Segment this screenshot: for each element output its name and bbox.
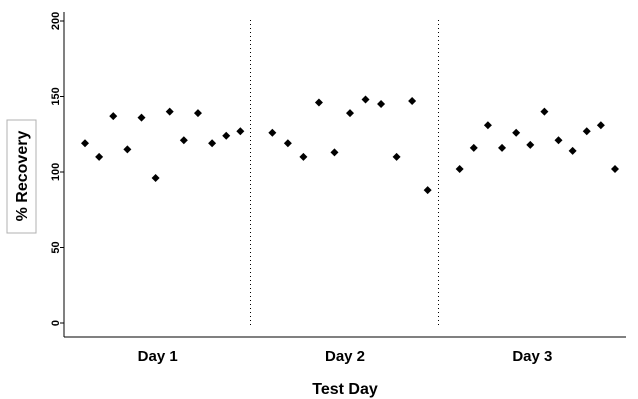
data-point [193,109,202,118]
x-category-label: Day 3 [512,348,552,365]
y-axis-title: % Recovery [14,131,31,222]
data-point [611,164,619,173]
data-point [392,152,401,161]
data-point [377,100,386,109]
data-point [95,152,104,161]
data-point [582,127,591,136]
data-point [179,136,188,145]
data-point [498,143,507,152]
data-point [268,128,277,137]
data-point [314,98,323,107]
y-axis-title-box [6,119,37,234]
data-point [330,148,339,157]
data-point [299,152,308,161]
data-point [236,127,245,136]
data-point [469,143,478,152]
y-axis-title-group: % Recovery [6,119,37,234]
data-point [283,139,292,148]
x-category-label: Day 1 [138,348,178,365]
data-point [512,128,521,137]
data-point [109,112,118,121]
data-point [540,107,549,116]
data-point [165,107,174,116]
data-point [526,140,535,149]
data-point [408,97,417,106]
category-labels: Day 1 Day 2 Day 3 [138,348,553,365]
x-category-label: Day 2 [325,348,365,365]
data-point [596,121,605,130]
data-point [568,146,577,155]
data-point [208,139,217,148]
data-point [483,121,492,130]
data-point [554,136,563,145]
data-points [81,95,619,195]
x-axis-title: Test Day [312,381,378,398]
y-tick-label: 100 [50,163,62,181]
data-point [151,174,160,183]
y-tick-label: 150 [50,87,62,105]
y-ticks: 0 50 100 150 200 [50,12,64,326]
data-point [123,145,132,154]
data-point [137,113,146,122]
data-point [81,139,89,148]
data-point [361,95,370,104]
y-tick-label: 0 [50,320,62,326]
data-point [222,131,231,140]
data-point [346,109,354,118]
data-point [423,186,432,195]
data-point [455,164,464,173]
day-separators [250,20,439,326]
y-tick-label: 200 [50,12,62,30]
y-tick-label: 50 [50,241,62,253]
